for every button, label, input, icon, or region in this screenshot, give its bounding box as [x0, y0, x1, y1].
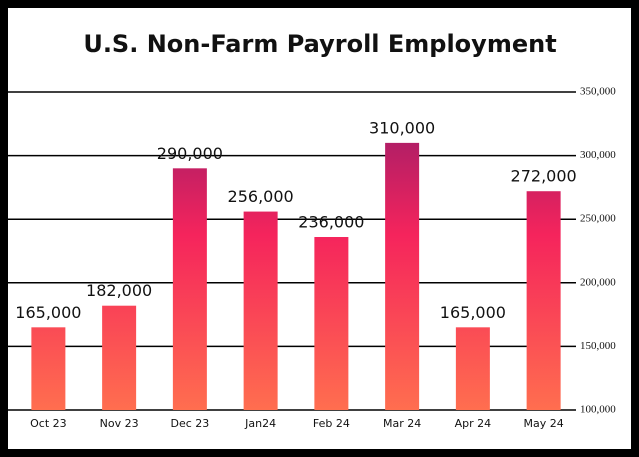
x-tick-label: Mar 24 — [383, 417, 421, 430]
x-tick-label: Dec 23 — [170, 417, 209, 430]
value-label: 272,000 — [511, 167, 577, 186]
x-tick-label: Nov 23 — [100, 417, 139, 430]
value-label: 182,000 — [86, 281, 152, 300]
chart-title: U.S. Non-Farm Payroll Employment — [83, 30, 556, 58]
bar — [314, 237, 349, 410]
y-tick-label: 350,000 — [580, 86, 616, 98]
x-tick-label: Feb 24 — [313, 417, 350, 430]
bar — [455, 327, 490, 410]
x-tick-label: Oct 23 — [30, 417, 67, 430]
bar — [243, 211, 278, 410]
value-label: 236,000 — [298, 213, 364, 232]
bar — [102, 305, 137, 410]
bar — [172, 168, 207, 410]
x-tick-label: Jan24 — [244, 417, 276, 430]
bar — [31, 327, 66, 410]
y-tick-label: 150,000 — [580, 340, 616, 352]
y-tick-label: 250,000 — [580, 213, 616, 225]
x-tick-label: May 24 — [524, 417, 564, 430]
value-label: 165,000 — [15, 303, 81, 322]
value-label: 290,000 — [157, 144, 223, 163]
y-tick-label: 100,000 — [580, 404, 616, 416]
value-label: 310,000 — [369, 118, 435, 137]
bar — [526, 191, 561, 410]
value-label: 165,000 — [440, 303, 506, 322]
y-tick-label: 200,000 — [580, 276, 616, 288]
x-tick-label: Apr 24 — [455, 417, 492, 430]
y-tick-label: 300,000 — [580, 149, 616, 161]
value-label: 256,000 — [228, 187, 294, 206]
bar — [385, 142, 420, 410]
